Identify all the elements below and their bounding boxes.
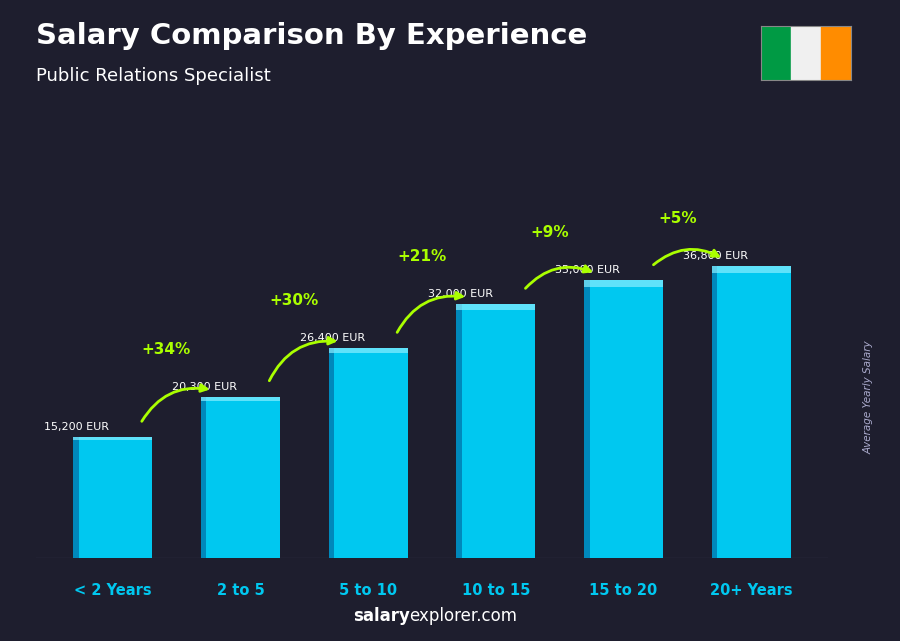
Bar (456, 304, 536, 310)
Text: +34%: +34% (141, 342, 191, 356)
Text: 15,200 EUR: 15,200 EUR (44, 422, 110, 432)
Bar (712, 265, 791, 558)
Bar (73, 437, 152, 440)
Bar (584, 280, 590, 558)
Text: Public Relations Specialist: Public Relations Specialist (36, 67, 271, 85)
Bar (456, 304, 536, 558)
Text: 32,000 EUR: 32,000 EUR (428, 288, 492, 299)
Bar (328, 348, 334, 558)
Bar (712, 265, 717, 558)
Bar (760, 26, 790, 80)
Bar (456, 304, 462, 558)
Bar (790, 26, 821, 80)
Text: 35,000 EUR: 35,000 EUR (555, 265, 620, 275)
Bar (821, 26, 850, 80)
Text: 20+ Years: 20+ Years (710, 583, 793, 597)
Text: +21%: +21% (397, 249, 446, 263)
Bar (584, 280, 663, 287)
Text: +30%: +30% (269, 293, 319, 308)
Text: 15 to 20: 15 to 20 (590, 583, 658, 597)
Bar (584, 280, 663, 558)
Text: 26,400 EUR: 26,400 EUR (300, 333, 364, 343)
Text: 2 to 5: 2 to 5 (217, 583, 265, 597)
Bar (328, 348, 408, 353)
Text: +9%: +9% (530, 225, 569, 240)
Bar (73, 437, 78, 558)
Text: < 2 Years: < 2 Years (74, 583, 151, 597)
Text: 20,300 EUR: 20,300 EUR (172, 381, 237, 392)
Text: 5 to 10: 5 to 10 (339, 583, 397, 597)
Bar (201, 397, 206, 558)
Bar (73, 437, 152, 558)
Text: explorer.com: explorer.com (410, 607, 518, 625)
Text: Salary Comparison By Experience: Salary Comparison By Experience (36, 22, 587, 51)
Text: +5%: +5% (658, 211, 697, 226)
Text: 36,800 EUR: 36,800 EUR (683, 251, 748, 261)
Bar (201, 397, 280, 558)
Text: 10 to 15: 10 to 15 (462, 583, 530, 597)
Text: salary: salary (353, 607, 410, 625)
Bar (712, 265, 791, 273)
Text: Average Yearly Salary: Average Yearly Salary (863, 340, 874, 454)
Bar (201, 397, 280, 401)
Bar (328, 348, 408, 558)
